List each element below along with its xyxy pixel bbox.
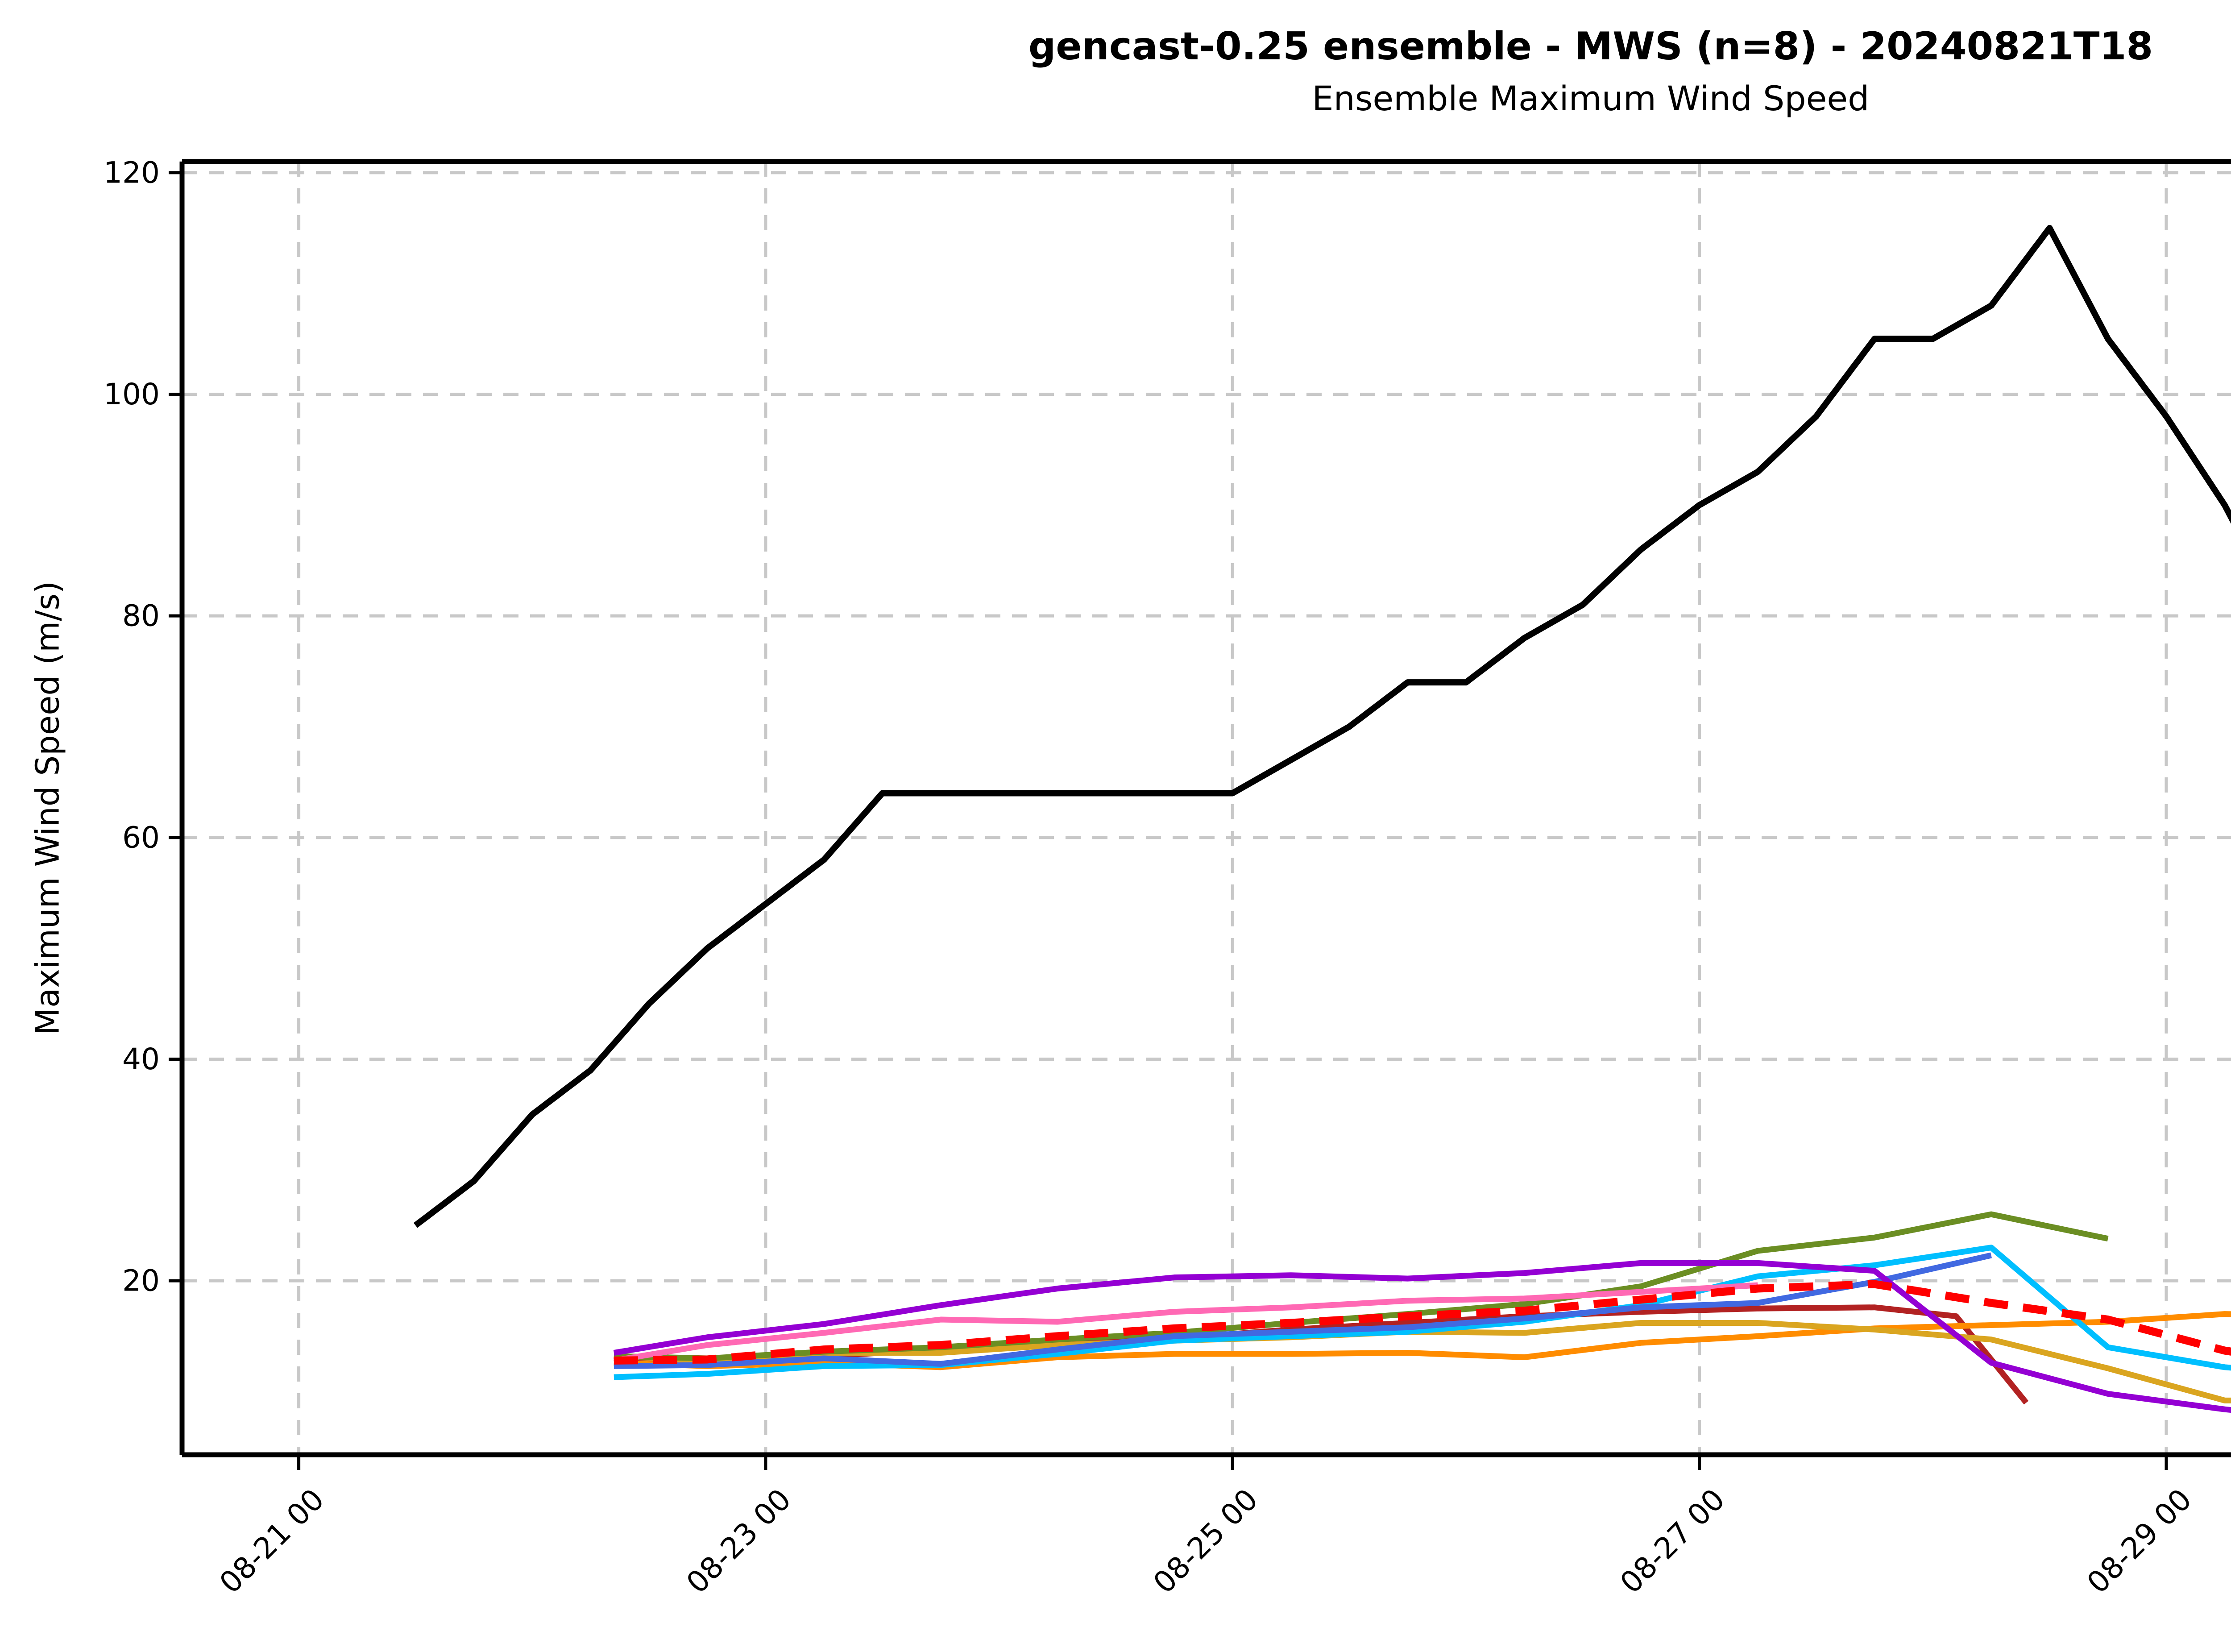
y-tick-label: 20 xyxy=(122,1264,160,1298)
series-line-7 xyxy=(613,1282,1758,1364)
series-line-3 xyxy=(614,1320,2231,1403)
axes-spines xyxy=(179,159,2231,1457)
plot-series-group xyxy=(413,225,2231,1413)
y-axis-label: Maximum Wind Speed (m/s) xyxy=(29,581,66,1035)
chart-subtitle: Ensemble Maximum Wind Speed xyxy=(1312,79,1870,118)
series-line-0 xyxy=(413,225,2231,1228)
chart-title: gencast-0.25 ensemble - MWS (n=8) - 2024… xyxy=(1028,24,2153,69)
series-line-9 xyxy=(614,1280,2231,1365)
series-line-6 xyxy=(614,1252,1992,1369)
y-tick-label: 60 xyxy=(122,820,160,855)
y-gridlines xyxy=(182,171,2231,1283)
y-tick-label: 100 xyxy=(104,377,160,411)
x-gridlines xyxy=(297,162,2168,1455)
y-tick-label: 40 xyxy=(122,1042,160,1076)
y-tick-label: 80 xyxy=(122,599,160,633)
y-tick-label: 120 xyxy=(104,155,160,190)
y-axis-ticks: 20 40 60 80 100 120 xyxy=(104,155,182,1298)
series-line-4 xyxy=(614,1211,2109,1361)
series-line-8 xyxy=(613,1260,2231,1413)
